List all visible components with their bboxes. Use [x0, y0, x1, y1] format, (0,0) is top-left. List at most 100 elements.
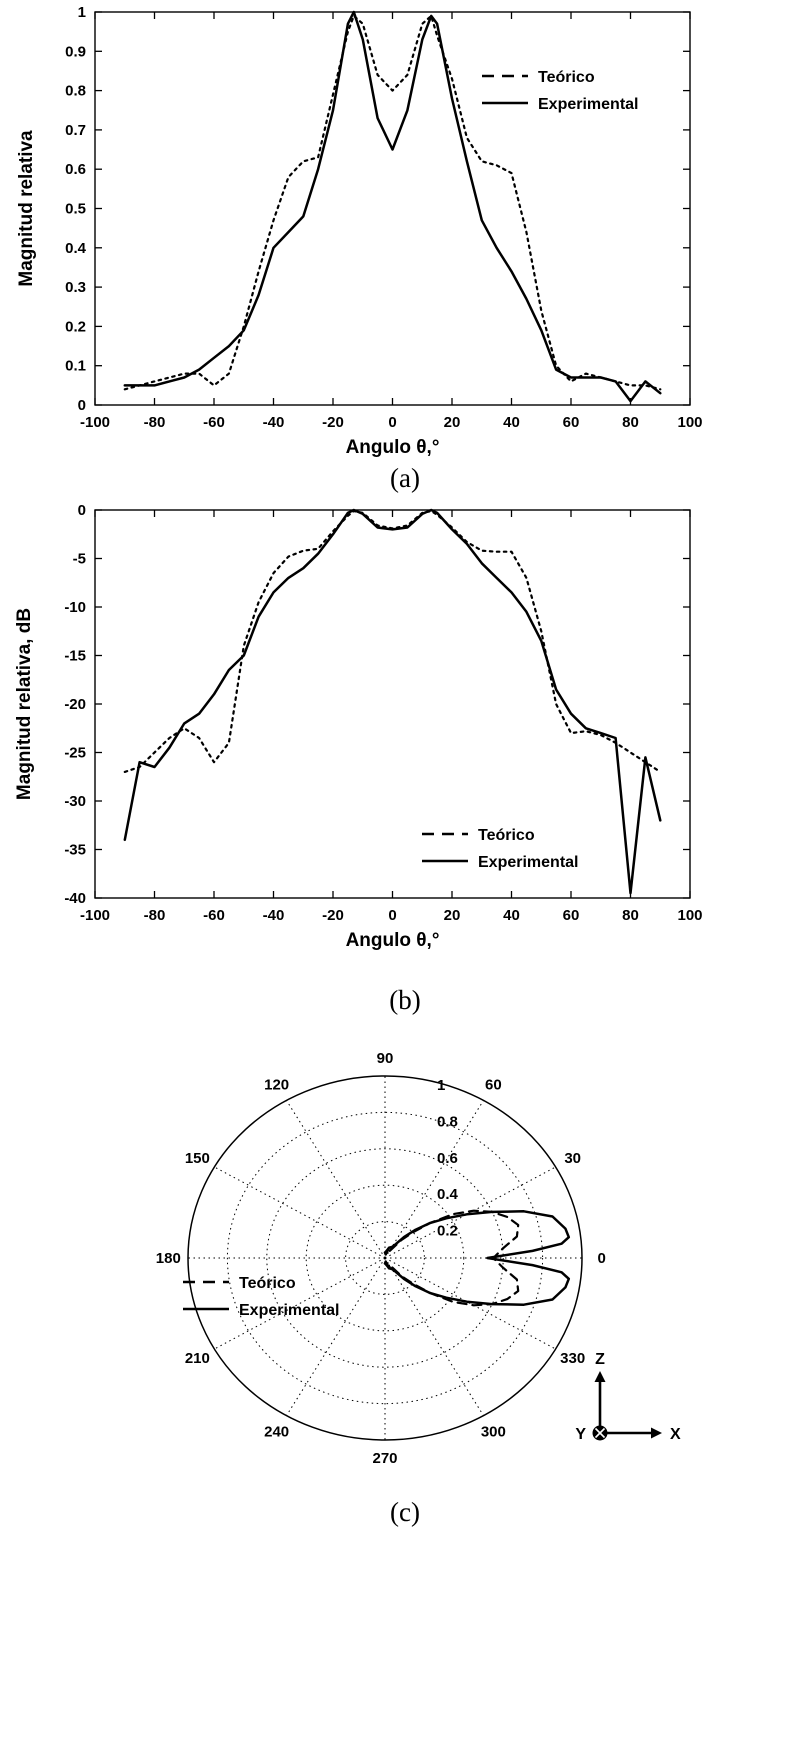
x-tick-label: -100: [80, 907, 110, 924]
polar-grid-spoke: [384, 1166, 556, 1259]
polar-grid-spoke: [214, 1166, 386, 1259]
legend-label: Experimental: [239, 1302, 339, 1319]
y-axis-label: Magnitud relativa: [16, 130, 37, 287]
x-tick-label: 0: [388, 414, 396, 431]
y-axis-label: Magnitud relativa, dB: [14, 608, 35, 800]
caption-c: (c): [390, 1497, 420, 1527]
polar-angle-label: 60: [485, 1077, 502, 1094]
polar-angle-label: 180: [156, 1250, 181, 1267]
figure-page: -100 -80 -60 -40 -20 0 20 40 60 80 100 0 0.1 0.2 0.3 0.…: [0, 0, 810, 1530]
polar-angle-label: 0: [598, 1250, 606, 1267]
x-tick-label: -80: [144, 907, 166, 924]
polar-angle-label: 90: [377, 1050, 394, 1067]
x-tick-label: -20: [322, 414, 344, 431]
y-tick-label: 0.8: [65, 83, 86, 100]
x-tick-label: 20: [444, 414, 461, 431]
y-tick-label: 0.1: [65, 358, 86, 375]
chart-a-canvas: -100 -80 -60 -40 -20 0 20 40 60 80 100 0 0.1 0.2 0.3 0.…: [0, 0, 810, 460]
polar-grid-spoke: [286, 1100, 386, 1259]
series-experimental: [123, 10, 662, 403]
y-tick-label: 0.9: [65, 43, 86, 60]
plot-frame: [94, 11, 691, 406]
y-tick-label: 0.6: [65, 161, 86, 178]
x-tick-label: 80: [622, 414, 639, 431]
y-tick-label: -5: [73, 551, 86, 568]
polar-grid-spoke: [286, 1257, 386, 1416]
series-experimental: [123, 508, 662, 895]
polar-grid-spoke: [384, 1257, 484, 1416]
chart-b-canvas: -100 -80 -60 -40 -20 0 20 40 60 80 100 0 -5 -10 -15 -20…: [0, 496, 810, 956]
polar-outer-circle: [187, 1075, 583, 1441]
polar-grid-spoke: [384, 1100, 484, 1259]
polar-grid-ring: [266, 1148, 504, 1368]
polar-grid-spoke: [214, 1257, 386, 1350]
x-tick-label: 60: [563, 907, 580, 924]
chart-c-canvas: 0 30 60 90 120 150 180 210 240 270 300 330 0.2 0.4 0.6…: [0, 1018, 810, 1488]
x-tick-label: -60: [203, 907, 225, 924]
polar-radial-label: 0.4: [437, 1186, 459, 1203]
y-tick-label: 0.2: [65, 318, 86, 335]
polar-grid-ring: [226, 1111, 544, 1405]
y-tick-label: -20: [64, 696, 86, 713]
y-tick-label: 0.5: [65, 201, 86, 218]
x-tick-label: -40: [263, 414, 285, 431]
x-tick-label: -20: [322, 907, 344, 924]
x-tick-label: 100: [677, 907, 702, 924]
legend-label: Teórico: [538, 69, 595, 86]
x-tick-label: -40: [263, 907, 285, 924]
y-tick-label: -10: [64, 599, 86, 616]
polar-angle-label: 120: [264, 1077, 289, 1094]
y-tick-label: 0.7: [65, 122, 86, 139]
figure-b: -100 -80 -60 -40 -20 0 20 40 60 80 100 0 -5 -10 -15 -20…: [0, 496, 810, 1018]
y-tick-label: -25: [64, 745, 86, 762]
figure-a: -100 -80 -60 -40 -20 0 20 40 60 80 100 0 0.1 0.2 0.3 0.…: [0, 0, 810, 496]
y-tick-label: 0.4: [65, 240, 87, 257]
axis-y-label: Y: [575, 1426, 586, 1443]
x-tick-label: 60: [563, 414, 580, 431]
x-tick-label: -100: [80, 414, 110, 431]
x-tick-label: -80: [144, 414, 166, 431]
caption-a: (a): [390, 463, 420, 493]
polar-angle-label: 330: [560, 1350, 585, 1367]
y-tick-label: -40: [64, 890, 86, 907]
caption-b: (b): [389, 985, 421, 1015]
polar-angle-label: 240: [264, 1423, 289, 1440]
polar-grid-ring: [305, 1184, 465, 1332]
x-tick-label: 0: [388, 907, 396, 924]
x-tick-label: -60: [203, 414, 225, 431]
y-tick-label: 0: [78, 502, 86, 519]
polar-grid-spoke: [384, 1257, 556, 1350]
polar-radial-label: 0.6: [437, 1150, 458, 1167]
legend-label: Experimental: [538, 96, 638, 113]
y-tick-label: 1: [78, 4, 86, 21]
x-tick-label: 20: [444, 907, 461, 924]
x-axis-label: Angulo θ,°: [346, 930, 440, 951]
figure-c: 0 30 60 90 120 150 180 210 240 270 300 330 0.2 0.4 0.6…: [0, 1018, 810, 1530]
y-tick-label: 0.3: [65, 279, 86, 296]
y-tick-label: -35: [64, 842, 86, 859]
polar-radial-label: 0.8: [437, 1113, 458, 1130]
axis-z-label: Z: [595, 1351, 605, 1368]
plot-frame: [94, 509, 691, 899]
polar-grid-ring: [345, 1221, 425, 1295]
series-teorico: [123, 509, 662, 773]
polar-angle-label: 30: [564, 1150, 581, 1167]
y-tick-label: 0: [78, 397, 86, 414]
polar-radial-label: 1: [437, 1077, 445, 1094]
polar-angle-label: 300: [481, 1423, 506, 1440]
x-tick-label: 40: [503, 907, 520, 924]
x-tick-label: 100: [677, 414, 702, 431]
x-tick-label: 80: [622, 907, 639, 924]
series-experimental: [383, 1210, 571, 1306]
legend-label: Teórico: [478, 827, 535, 844]
y-tick-label: -15: [64, 648, 86, 665]
polar-radial-label: 0.2: [437, 1223, 458, 1240]
polar-angle-label: 270: [372, 1450, 397, 1467]
legend-label: Experimental: [478, 854, 578, 871]
axis-x-label: X: [670, 1426, 681, 1443]
series-teorico: [123, 14, 662, 391]
polar-angle-label: 210: [185, 1350, 210, 1367]
y-tick-label: -30: [64, 793, 86, 810]
x-axis-label: Angulo θ,°: [346, 437, 440, 458]
legend-label: Teórico: [239, 1275, 296, 1292]
